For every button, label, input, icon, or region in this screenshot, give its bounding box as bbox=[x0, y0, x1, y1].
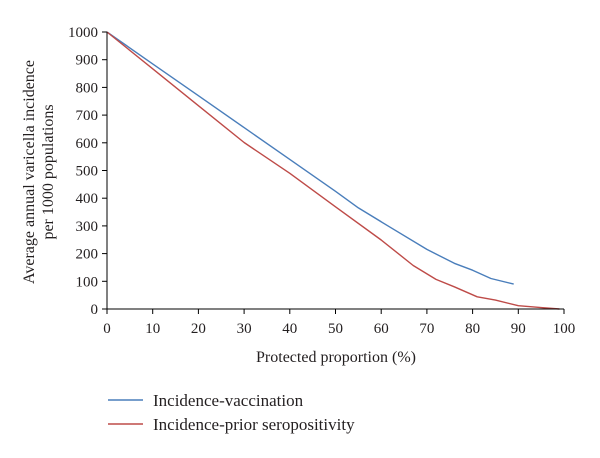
x-tick-label: 10 bbox=[145, 321, 160, 337]
legend: Incidence-vaccination Incidence-prior ser… bbox=[108, 391, 355, 434]
y-tick-label: 100 bbox=[76, 274, 99, 290]
legend-label-1: Incidence-vaccination bbox=[153, 391, 304, 410]
y-tick-label: 500 bbox=[76, 164, 99, 180]
x-tick-label: 30 bbox=[237, 321, 252, 337]
y-tick-label: 600 bbox=[76, 136, 99, 152]
x-tick-label: 50 bbox=[328, 321, 343, 337]
series-line-2 bbox=[106, 31, 560, 310]
x-axis-title: Protected proportion (%) bbox=[256, 349, 416, 366]
x-tick-label: 0 bbox=[103, 321, 111, 337]
y-tick-label: 400 bbox=[76, 191, 99, 207]
x-tick-label: 100 bbox=[553, 321, 576, 337]
series-lines bbox=[106, 31, 560, 310]
y-axis-title-line2: per 1000 populations bbox=[40, 104, 57, 239]
y-tick-label: 0 bbox=[91, 302, 99, 318]
x-tick-label: 70 bbox=[419, 321, 434, 337]
x-tick-label: 60 bbox=[374, 321, 389, 337]
x-tick-label: 40 bbox=[282, 321, 297, 337]
x-tick-label: 80 bbox=[465, 321, 480, 337]
x-tick-label: 20 bbox=[191, 321, 206, 337]
legend-label-2: Incidence-prior seropositivity bbox=[153, 415, 355, 434]
y-tick-label: 300 bbox=[76, 219, 99, 235]
y-tick-label: 1000 bbox=[68, 25, 98, 41]
y-tick-label: 200 bbox=[76, 247, 99, 263]
y-tick-label: 800 bbox=[76, 80, 99, 96]
y-axis-ticks: 0 100 200 300 400 500 600 700 800 900 1000 bbox=[68, 25, 107, 318]
x-tick-label: 90 bbox=[511, 321, 526, 337]
x-axis-ticks: 0 10 20 30 40 50 60 70 80 90 100 bbox=[103, 309, 575, 337]
y-tick-label: 900 bbox=[76, 53, 99, 69]
series-line-1 bbox=[106, 31, 514, 285]
y-axis-title: Average annual varicella incidence per 1… bbox=[21, 60, 57, 284]
y-axis-title-line1: Average annual varicella incidence bbox=[21, 60, 38, 284]
y-tick-label: 700 bbox=[76, 108, 99, 124]
